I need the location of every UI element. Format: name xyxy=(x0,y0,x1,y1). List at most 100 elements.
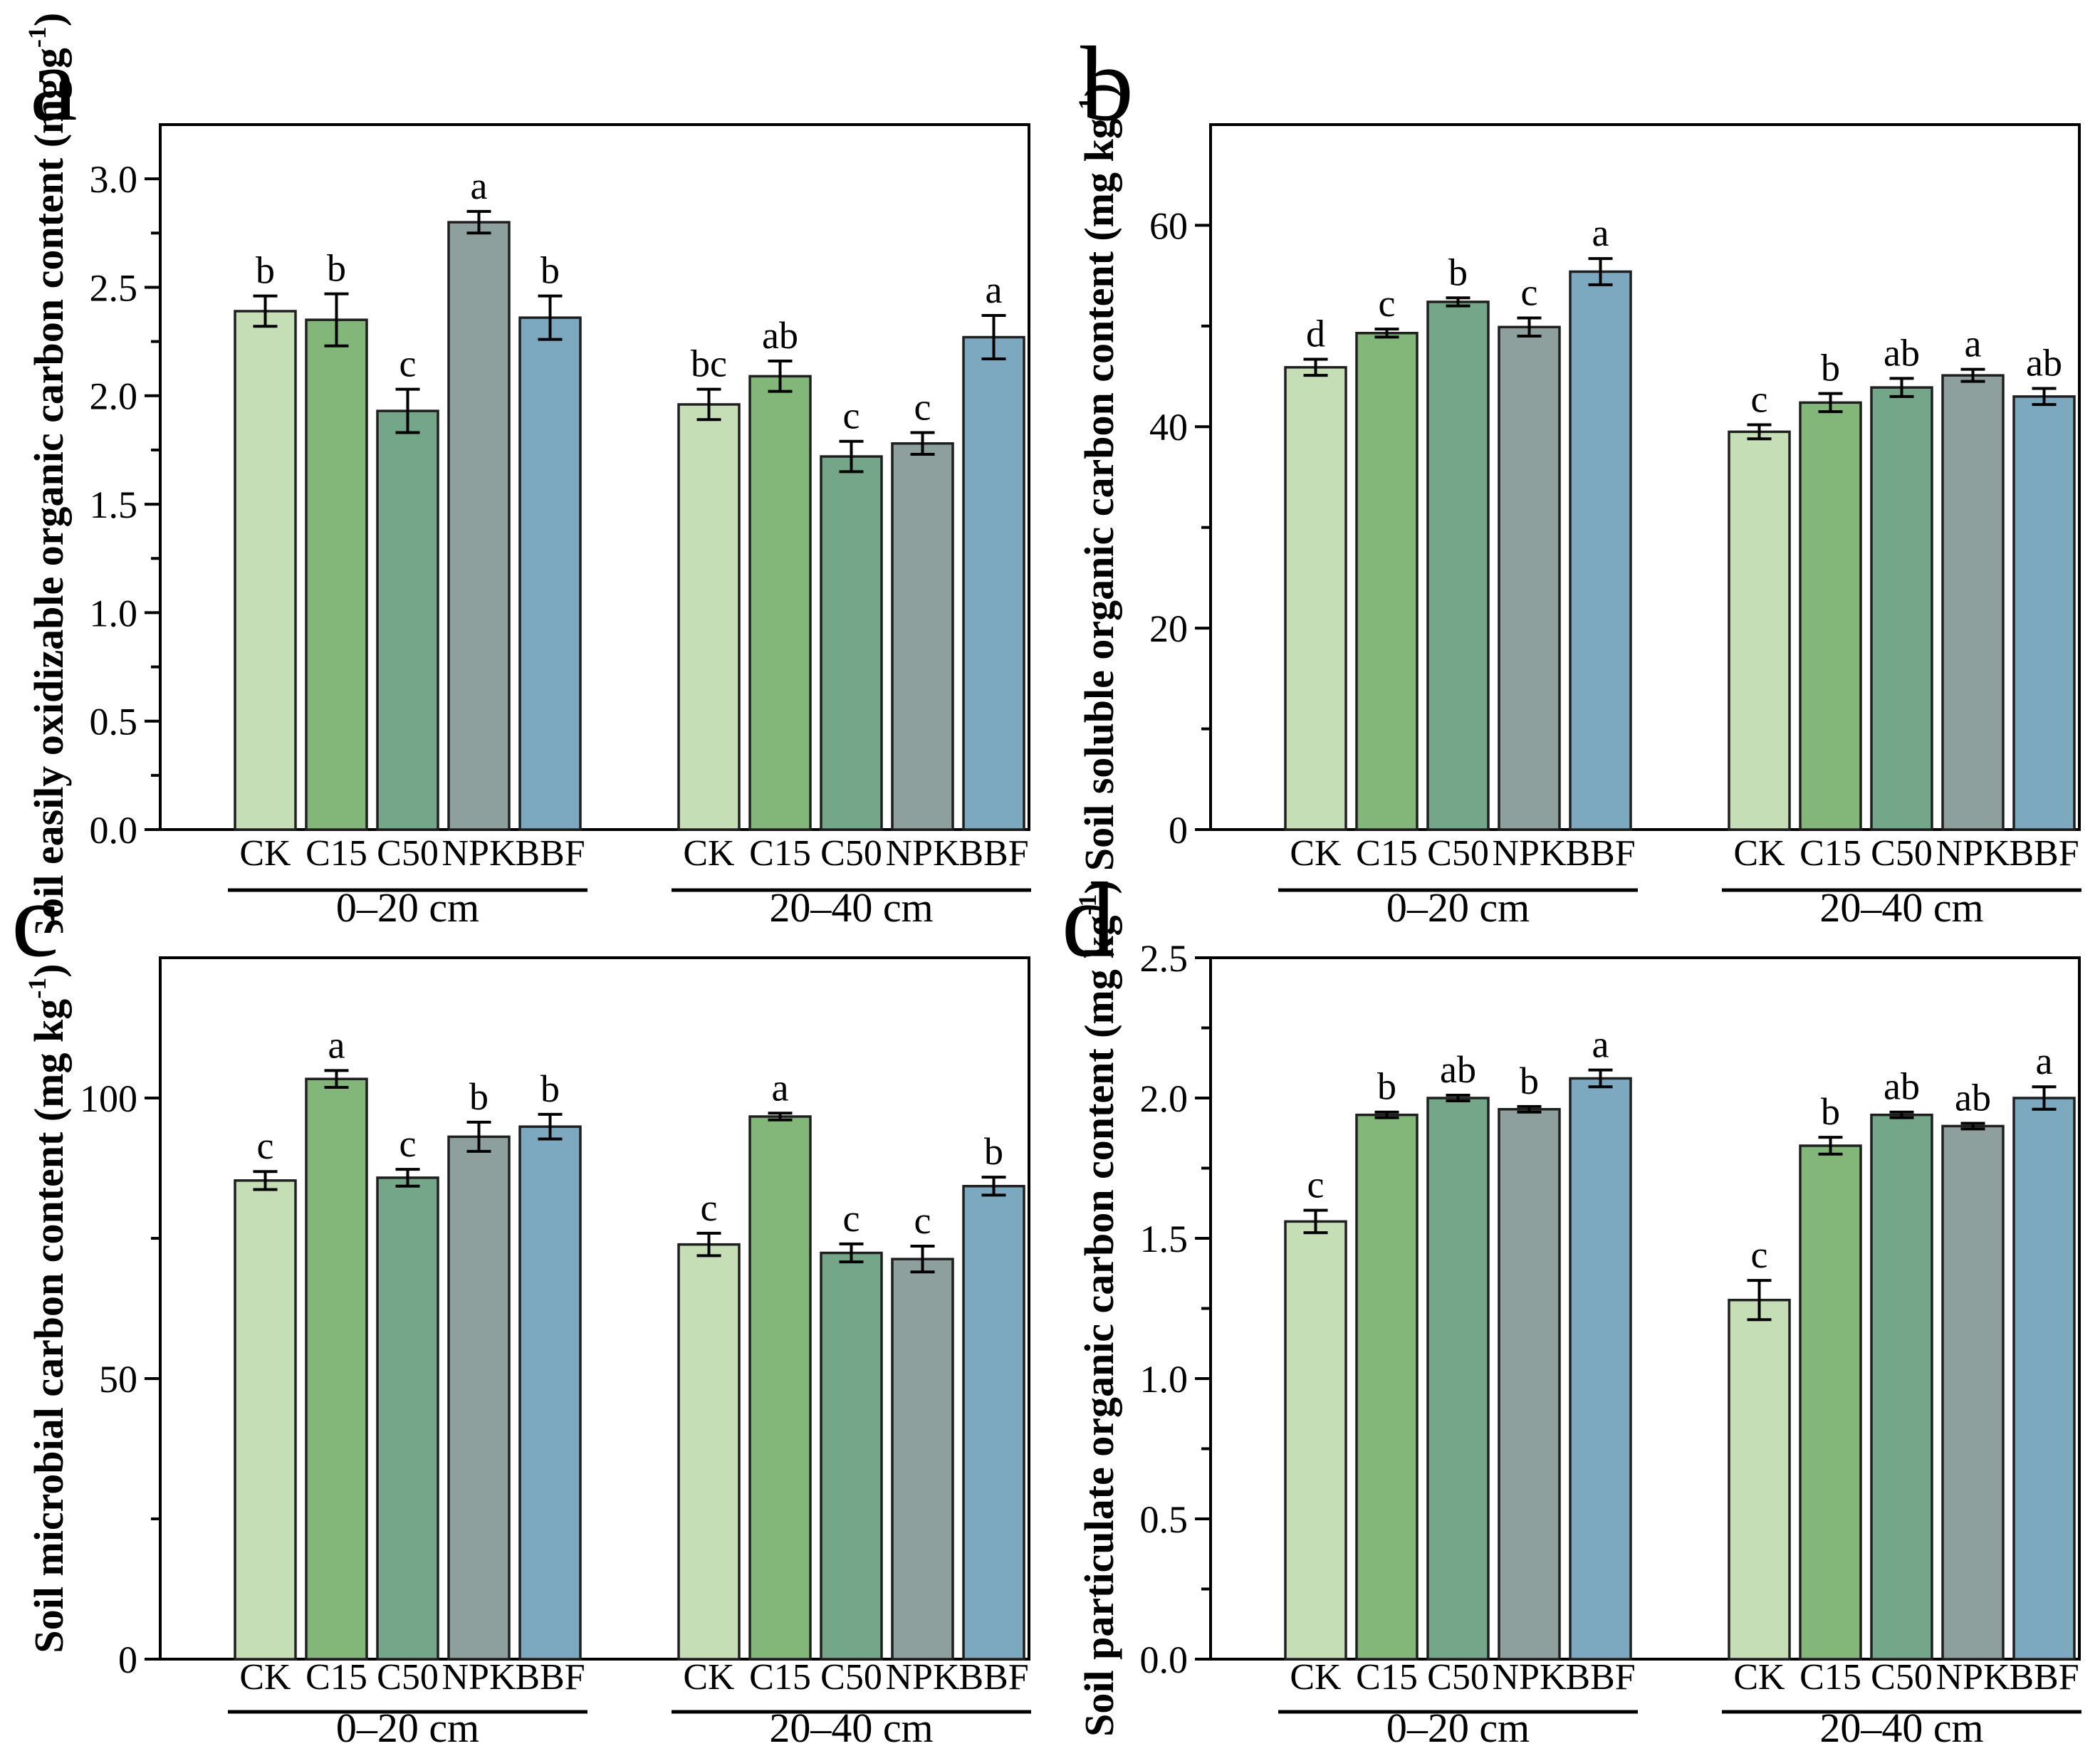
x-category-label: BBF xyxy=(515,833,585,874)
sig-letter-a-20–40 cm-BBF: a xyxy=(986,268,1003,311)
bar-a-20–40 cm-C15 xyxy=(748,375,812,831)
depth-group-label: 0–20 cm xyxy=(1386,884,1530,931)
bar-a-20–40 cm-NPK xyxy=(891,442,954,831)
y-tick-label: 0.5 xyxy=(1140,1498,1189,1541)
bar-d-20–40 cm-NPK xyxy=(1941,1124,2005,1661)
bar-d-20–40 cm-BBF xyxy=(2012,1097,2076,1661)
x-category-label: CK xyxy=(239,1657,291,1698)
panel-letter-a: a xyxy=(30,25,78,143)
bar-b-20–40 cm-BBF xyxy=(2012,395,2076,831)
y-tick-label: 20 xyxy=(1149,607,1188,650)
x-category-label: BBF xyxy=(1565,833,1635,874)
sig-letter-a-0–20 cm-NPK: a xyxy=(471,164,488,207)
bar-c-20–40 cm-CK xyxy=(677,1243,741,1661)
y-tick-label: 100 xyxy=(80,1077,137,1120)
y-tick-label: 0.0 xyxy=(1140,1638,1189,1681)
y-tick-label: 0.5 xyxy=(90,701,138,743)
sig-letter-d-0–20 cm-C50: ab xyxy=(1440,1048,1476,1091)
sig-letter-d-0–20 cm-CK: c xyxy=(1307,1164,1325,1206)
x-category-label: C15 xyxy=(749,1657,811,1698)
x-category-label: BBF xyxy=(958,833,1028,874)
sig-letter-d-20–40 cm-NPK: ab xyxy=(1955,1076,1991,1119)
sig-letter-c-20–40 cm-C50: c xyxy=(843,1197,860,1240)
panel-letter-c: c xyxy=(11,876,59,979)
x-category-label: NPK xyxy=(1492,833,1566,874)
x-category-label: NPK xyxy=(442,833,516,874)
y-axis-title-d: Soil particulate organic carbon content … xyxy=(1073,880,1122,1737)
sig-letter-c-0–20 cm-CK: c xyxy=(257,1124,274,1167)
bar-d-0–20 cm-CK xyxy=(1284,1220,1347,1661)
sig-letter-b-0–20 cm-CK: d xyxy=(1306,313,1325,355)
y-tick-label: 2.0 xyxy=(90,375,138,418)
x-category-label: C50 xyxy=(1871,1657,1933,1698)
y-tick-label: 1.0 xyxy=(90,592,138,634)
x-category-label: CK xyxy=(1290,833,1342,874)
sig-letter-d-20–40 cm-BBF: a xyxy=(2036,1040,2053,1082)
x-category-label: NPK xyxy=(1936,833,2010,874)
x-category-label: C15 xyxy=(1356,1657,1418,1698)
bar-d-20–40 cm-C50 xyxy=(1870,1113,1933,1661)
bar-c-20–40 cm-NPK xyxy=(891,1258,954,1661)
sig-letter-d-0–20 cm-BBF: a xyxy=(1592,1023,1609,1066)
y-tick-label: 40 xyxy=(1149,406,1188,449)
bar-a-0–20 cm-BBF xyxy=(518,316,582,831)
depth-group-label: 0–20 cm xyxy=(1386,1705,1530,1751)
panel-letter-b: b xyxy=(1080,25,1134,143)
sig-letter-a-0–20 cm-CK: b xyxy=(256,249,275,292)
bar-b-20–40 cm-C50 xyxy=(1870,386,1933,831)
x-category-label: BBF xyxy=(2009,833,2079,874)
y-tick-label: 0 xyxy=(1169,809,1188,852)
y-tick-label: 2.5 xyxy=(90,266,138,309)
depth-group-label: 0–20 cm xyxy=(336,884,479,931)
bar-a-20–40 cm-BBF xyxy=(962,335,1025,831)
x-category-label: C50 xyxy=(377,1657,439,1698)
x-category-label: CK xyxy=(1733,1657,1785,1698)
sig-letter-a-0–20 cm-C50: c xyxy=(399,343,417,385)
sig-letter-b-20–40 cm-CK: c xyxy=(1751,377,1768,420)
x-category-label: C50 xyxy=(1871,833,1933,874)
bar-a-0–20 cm-NPK xyxy=(447,221,511,831)
x-category-label: NPK xyxy=(442,1657,516,1698)
sig-letter-b-0–20 cm-C50: b xyxy=(1448,251,1468,293)
x-category-label: C15 xyxy=(305,833,367,874)
plot-frame-a xyxy=(159,123,1030,831)
depth-group-label: 20–40 cm xyxy=(1819,884,1983,931)
bar-a-0–20 cm-C15 xyxy=(305,318,368,831)
bar-a-20–40 cm-C50 xyxy=(820,455,883,831)
bar-c-0–20 cm-C50 xyxy=(376,1176,439,1661)
sig-letter-c-20–40 cm-BBF: b xyxy=(984,1130,1003,1173)
x-category-label: C50 xyxy=(1427,833,1489,874)
sig-letter-c-20–40 cm-CK: c xyxy=(701,1186,718,1229)
x-category-label: C50 xyxy=(1427,1657,1489,1698)
x-category-label: C15 xyxy=(1799,833,1861,874)
sig-letter-a-0–20 cm-BBF: b xyxy=(540,249,560,292)
bar-c-0–20 cm-CK xyxy=(234,1179,297,1661)
depth-group-label: 0–20 cm xyxy=(336,1705,479,1751)
depth-group-label: 20–40 cm xyxy=(769,884,933,931)
x-category-label: CK xyxy=(683,1657,735,1698)
x-category-label: NPK xyxy=(885,1657,959,1698)
sig-letter-b-20–40 cm-C50: ab xyxy=(1884,331,1920,374)
bar-b-0–20 cm-CK xyxy=(1284,366,1347,831)
sig-letter-d-20–40 cm-CK: c xyxy=(1751,1233,1768,1276)
x-category-label: C50 xyxy=(820,1657,882,1698)
sig-letter-b-0–20 cm-BBF: a xyxy=(1592,211,1609,254)
x-category-label: C15 xyxy=(305,1657,367,1698)
sig-letter-c-0–20 cm-C50: c xyxy=(399,1122,417,1165)
x-category-label: CK xyxy=(1290,1657,1342,1698)
panel-letter-d: d xyxy=(1062,876,1115,979)
x-category-label: C50 xyxy=(377,833,439,874)
x-category-label: BBF xyxy=(515,1657,585,1698)
bar-c-20–40 cm-BBF xyxy=(962,1184,1025,1661)
y-tick-label: 60 xyxy=(1149,204,1188,247)
x-category-label: C15 xyxy=(1356,833,1418,874)
sig-letter-a-0–20 cm-C15: b xyxy=(327,247,346,290)
plot-frame-b xyxy=(1209,123,2081,831)
bar-d-0–20 cm-NPK xyxy=(1498,1108,1561,1661)
x-category-label: BBF xyxy=(1565,1657,1635,1698)
bar-d-20–40 cm-CK xyxy=(1728,1298,1791,1661)
bar-b-20–40 cm-C15 xyxy=(1799,401,1862,831)
sig-letter-a-20–40 cm-C50: c xyxy=(843,394,860,437)
sig-letter-d-20–40 cm-C50: ab xyxy=(1884,1065,1920,1108)
